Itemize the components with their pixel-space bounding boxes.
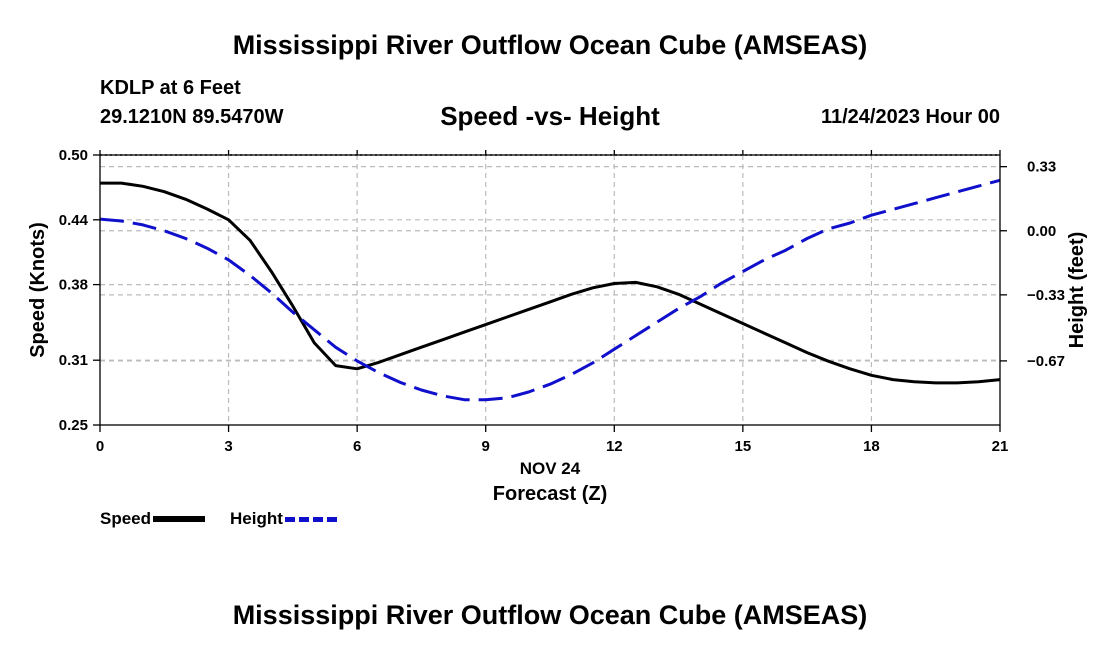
legend-speed: Speed (100, 509, 206, 529)
y2-tick-label: −0.33 (1027, 287, 1065, 304)
x-axis-date-label: NOV 24 (520, 459, 581, 478)
legend-height: Height (230, 509, 337, 529)
y2-axis-label: Height (feet) (1066, 232, 1088, 349)
series-line-height (99, 178, 1001, 402)
x-tick-label: 21 (992, 438, 1009, 455)
x-tick-label: 15 (735, 438, 752, 455)
series-lines (99, 178, 1001, 402)
legend-speed-swatch (153, 516, 206, 522)
x-tick-label: 6 (353, 438, 361, 455)
y-tick-label: 0.50 (59, 147, 88, 164)
chart-subtitle: Speed -vs- Height (440, 101, 660, 131)
x-tick-label: 12 (606, 438, 623, 455)
y-tick-label: 0.44 (59, 212, 89, 229)
y2-tick-label: 0.00 (1027, 223, 1056, 240)
y2-tick-label: −0.67 (1027, 353, 1065, 370)
y-axis-label: Speed (Knots) (27, 222, 49, 358)
axes: 0 3 6 9 12 15 18 21 0.25 0.31 0.38 0.44 0.50 −0.67 −0.… (59, 147, 1065, 455)
footer-title: Mississippi River Outflow Ocean Cube (AM… (232, 600, 868, 630)
y-tick-label: 0.31 (59, 352, 88, 369)
x-tick-label: 18 (863, 438, 880, 455)
grid-lines (100, 155, 1000, 425)
series-line-speed (100, 181, 1001, 385)
x-axis-label: Forecast (Z) (493, 483, 607, 505)
y-tick-label: 0.25 (59, 417, 88, 434)
coordinates-label: 29.1210N 89.5470W (100, 106, 284, 128)
legend-height-label: Height (230, 509, 283, 528)
x-tick-label: 3 (224, 438, 232, 455)
x-tick-label: 0 (96, 438, 104, 455)
x-tick-label: 9 (482, 438, 490, 455)
y-tick-label: 0.38 (59, 277, 88, 294)
station-label: KDLP at 6 Feet (100, 77, 241, 99)
legend-height-swatch (284, 516, 337, 522)
forecast-datetime: 11/24/2023 Hour 00 (820, 106, 1000, 128)
chart-main-title: Mississippi River Outflow Ocean Cube (AM… (232, 30, 868, 60)
y2-tick-label: 0.33 (1027, 159, 1056, 176)
legend-speed-label: Speed (100, 509, 152, 528)
